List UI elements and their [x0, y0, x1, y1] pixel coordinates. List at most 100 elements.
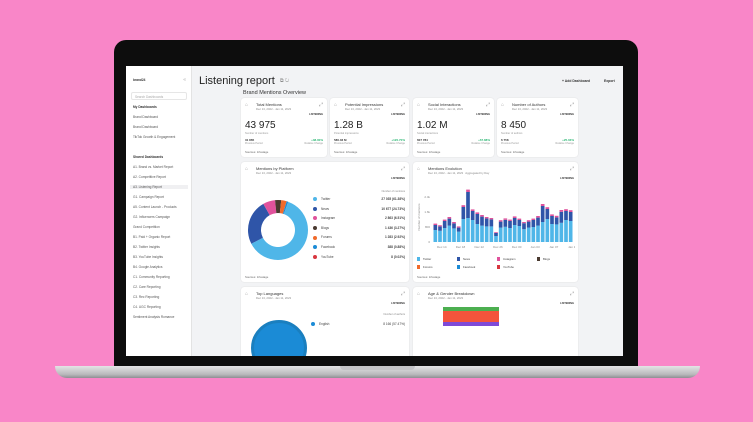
collapse-icon[interactable]: «	[183, 77, 186, 83]
bar-news[interactable]	[550, 216, 554, 224]
bar-twitter[interactable]	[554, 224, 559, 242]
bar-news[interactable]	[475, 214, 480, 224]
bar-news[interactable]	[489, 219, 494, 227]
bar-instagram[interactable]	[508, 219, 512, 221]
bar-twitter[interactable]	[466, 218, 470, 242]
expand-icon[interactable]: ⤢	[485, 102, 490, 108]
sidebar-item[interactable]: G2. Influencers Campaign	[133, 215, 171, 219]
donut-slice-blogs[interactable]	[275, 200, 282, 214]
search-input[interactable]: Search Dashboards	[131, 92, 187, 100]
sidebar-item[interactable]: Brand Dashboard	[133, 125, 158, 129]
expand-icon[interactable]: ⤢	[569, 291, 574, 297]
bar-instagram[interactable]	[568, 210, 573, 212]
bar-twitter[interactable]	[564, 220, 568, 242]
bar-news[interactable]	[438, 226, 442, 231]
expand-icon[interactable]: ⤢	[400, 291, 405, 297]
bar-news[interactable]	[470, 211, 475, 220]
sidebar-item[interactable]: Grand Competition	[133, 225, 160, 229]
sidebar-item[interactable]: B1. Paid + Organic Report	[133, 235, 171, 239]
bar-news[interactable]	[540, 206, 545, 222]
legend-item[interactable]: Instagram	[313, 216, 335, 221]
legend-item[interactable]: Blogs	[537, 257, 550, 262]
bar-news[interactable]	[484, 218, 489, 227]
sidebar-item[interactable]: A5. Content Launch - Products	[133, 205, 177, 209]
bar-news[interactable]	[522, 223, 526, 230]
sidebar-item[interactable]: C1. Community Reporting	[133, 275, 170, 279]
bar-twitter[interactable]	[442, 228, 447, 242]
sidebar-item[interactable]: C4. UGC Reporting	[133, 305, 161, 309]
sidebar-item[interactable]: B4. Google Analytics	[133, 265, 163, 269]
bar-instagram[interactable]	[536, 216, 540, 218]
expand-icon[interactable]: ⤢	[400, 102, 405, 108]
bar-twitter[interactable]	[512, 225, 517, 242]
bar-twitter[interactable]	[550, 224, 554, 242]
bar-twitter[interactable]	[522, 229, 526, 242]
legend-item[interactable]: Blogs	[313, 226, 329, 230]
bar-news[interactable]	[447, 218, 452, 226]
legend-item[interactable]: Twitter	[417, 257, 431, 262]
bar-twitter[interactable]	[484, 226, 489, 242]
legend-item[interactable]: Instagram	[497, 257, 515, 262]
donut-slice-facebook[interactable]	[282, 201, 289, 215]
bar-news[interactable]	[568, 212, 573, 221]
sidebar-item[interactable]: B2. Twitter Insights	[133, 245, 160, 249]
bar-instagram[interactable]	[484, 217, 489, 219]
bar-twitter[interactable]	[447, 225, 452, 242]
bar-twitter[interactable]	[559, 222, 564, 242]
bar-instagram[interactable]	[452, 222, 456, 224]
shared-dashboards-header[interactable]: Shared Dashboards	[133, 155, 164, 159]
legend-item[interactable]: Facebook	[313, 245, 335, 250]
bar-news[interactable]	[433, 225, 438, 230]
bar-news[interactable]	[531, 220, 536, 227]
bar-news[interactable]	[536, 217, 540, 226]
bar-news[interactable]	[442, 221, 447, 228]
bar-twitter[interactable]	[494, 236, 498, 242]
donut-slice-forums[interactable]	[279, 200, 287, 214]
sidebar-item[interactable]: C2. Care Reporting	[133, 285, 161, 289]
sidebar-item[interactable]: Sentiment Analysis Romance	[133, 315, 175, 319]
bar-twitter[interactable]	[452, 228, 456, 242]
my-dashboards-header[interactable]: My Dashboards	[133, 105, 157, 109]
bar-twitter[interactable]	[508, 228, 512, 242]
export-button[interactable]: Export	[604, 79, 615, 83]
bar-news[interactable]	[452, 223, 456, 229]
donut-slice-twitter[interactable]	[251, 201, 308, 260]
bar-twitter[interactable]	[503, 226, 508, 242]
legend-item[interactable]: Forums	[417, 265, 432, 270]
sidebar-item[interactable]: C3. Rec Reporting	[133, 295, 160, 299]
bar-instagram[interactable]	[456, 226, 461, 228]
legend-item[interactable]: News	[457, 257, 470, 262]
bar-instagram[interactable]	[470, 209, 475, 211]
bar-news[interactable]	[456, 227, 461, 232]
bar-news[interactable]	[517, 220, 522, 226]
bar-news[interactable]	[498, 221, 503, 228]
bar-news[interactable]	[545, 209, 550, 219]
bar-news[interactable]	[526, 221, 531, 228]
bar-twitter[interactable]	[433, 230, 438, 242]
bar-instagram[interactable]	[438, 225, 442, 227]
sidebar-item[interactable]: B3. YouTube Insights	[133, 255, 164, 259]
legend-item[interactable]: Forums	[313, 235, 332, 240]
bar-twitter[interactable]	[536, 225, 540, 242]
legend-item[interactable]: YouTube	[497, 265, 514, 270]
bar-instagram[interactable]	[559, 210, 564, 212]
bar-news[interactable]	[508, 221, 512, 228]
copy-refresh-icons[interactable]: ⧉ ↻	[280, 78, 290, 84]
legend-item[interactable]: YouTube	[313, 255, 334, 259]
bar-news[interactable]	[564, 211, 568, 220]
bar-instagram[interactable]	[550, 214, 554, 216]
bar-twitter[interactable]	[480, 225, 484, 242]
bar-instagram[interactable]	[433, 223, 438, 225]
bar-twitter[interactable]	[540, 222, 545, 242]
bar-news[interactable]	[480, 216, 484, 226]
bar-news[interactable]	[559, 211, 564, 223]
bar-instagram[interactable]	[480, 215, 484, 217]
sidebar-item[interactable]: A2. Competitive Report	[133, 175, 166, 179]
bar-twitter[interactable]	[456, 231, 461, 242]
bar-instagram[interactable]	[442, 219, 447, 221]
sidebar-item[interactable]: A1. Brand vs. Market Report	[133, 165, 174, 169]
bar-instagram[interactable]	[466, 189, 470, 192]
add-dashboard-button[interactable]: + Add Dashboard	[562, 79, 591, 83]
bar-news[interactable]	[554, 217, 559, 225]
bar-twitter[interactable]	[461, 219, 466, 242]
